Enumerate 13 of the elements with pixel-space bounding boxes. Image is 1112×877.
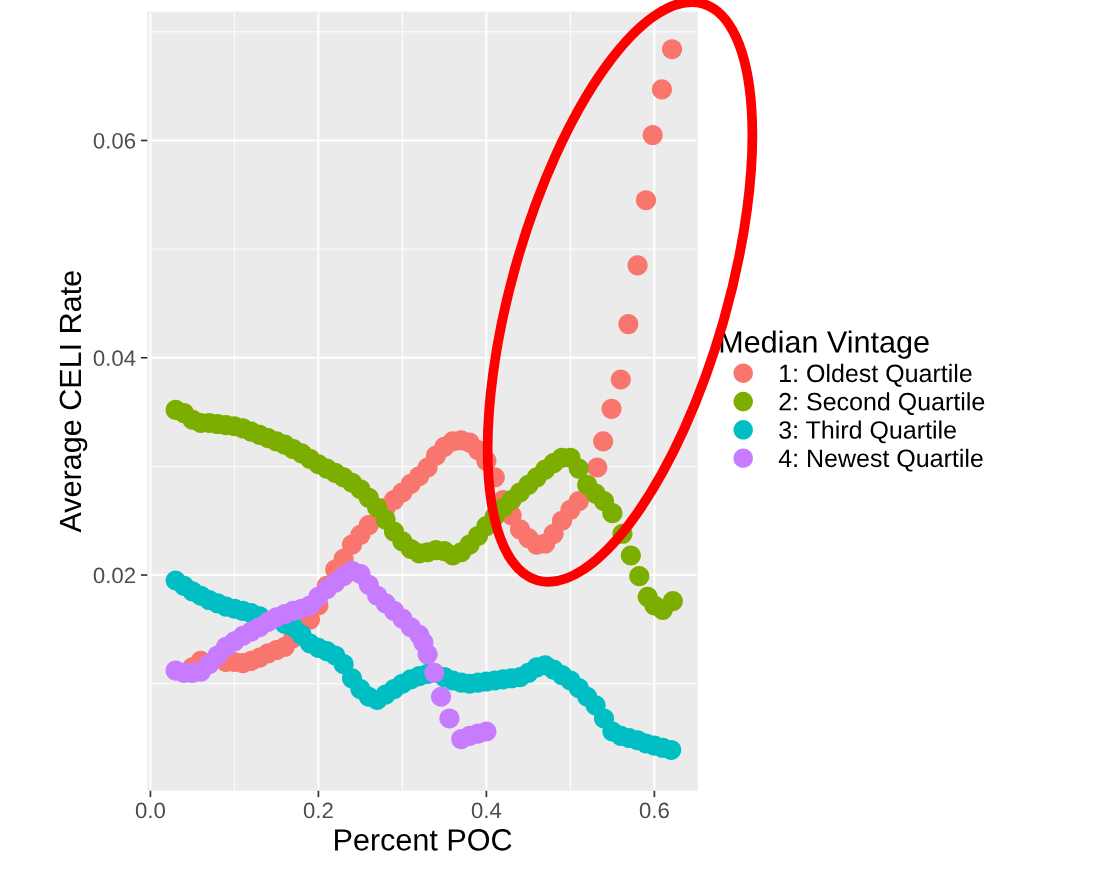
- x-tick-label: 0.6: [639, 802, 669, 819]
- legend-label: 4: Newest Quartile: [778, 448, 983, 472]
- y-tick-label: 0.02: [93, 567, 135, 584]
- legend-label: 1: Oldest Quartile: [780, 363, 972, 387]
- x-axis-title: Percent POC: [335, 829, 512, 851]
- y-tick-label: 0.06: [93, 133, 136, 149]
- x-tick-label: 0.0: [135, 802, 165, 819]
- x-tick-label: 0.4: [471, 802, 502, 819]
- x-tick-label: 0.2: [303, 802, 333, 819]
- legend-label: 2: Second Quartile: [779, 392, 985, 415]
- y-axis-title: Average CELI Rate: [59, 271, 88, 533]
- legend-label: 3: Third Quartile: [779, 420, 956, 444]
- y-tick-label: 0.04: [93, 350, 136, 367]
